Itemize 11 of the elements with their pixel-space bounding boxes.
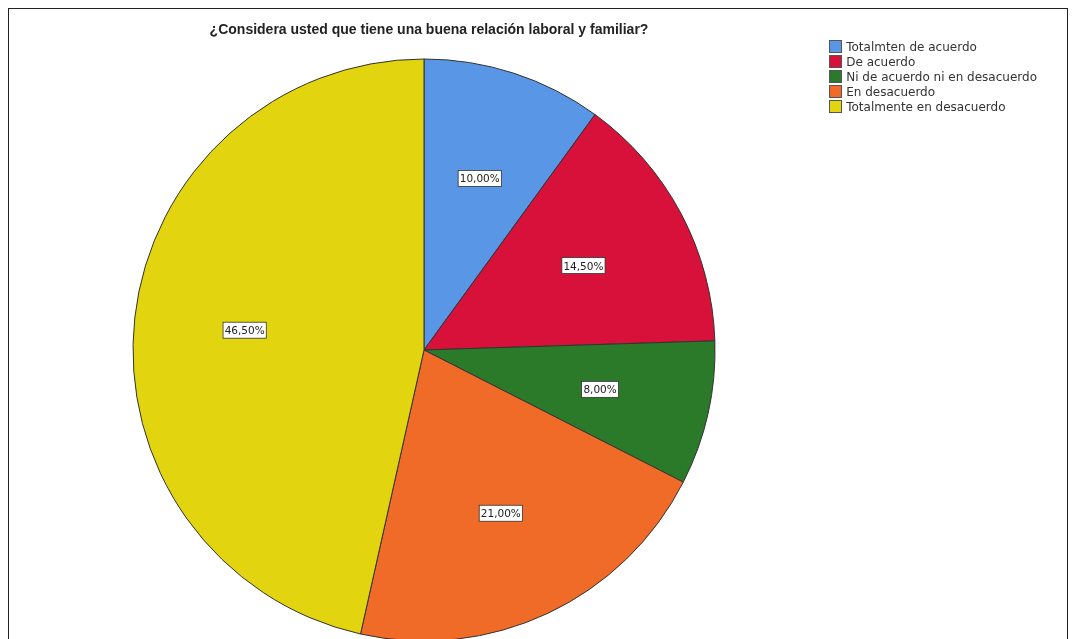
data-label: 10,00%	[459, 172, 500, 185]
legend-label: Totalmten de acuerdo	[846, 39, 977, 54]
legend-label: Totalmente en desacuerdo	[846, 99, 1006, 114]
data-label: 8,00%	[583, 383, 617, 396]
chart-title: ¿Considera usted que tiene una buena relación laboral y familiar?	[208, 21, 650, 37]
legend-label: Ni de acuerdo ni en desacuerdo	[846, 69, 1037, 84]
data-label: 14,50%	[563, 259, 604, 272]
legend-label: En desacuerdo	[846, 84, 936, 99]
legend-label: De acuerdo	[846, 54, 916, 69]
data-label: 46,50%	[224, 324, 265, 337]
data-label: 21,00%	[480, 507, 521, 520]
